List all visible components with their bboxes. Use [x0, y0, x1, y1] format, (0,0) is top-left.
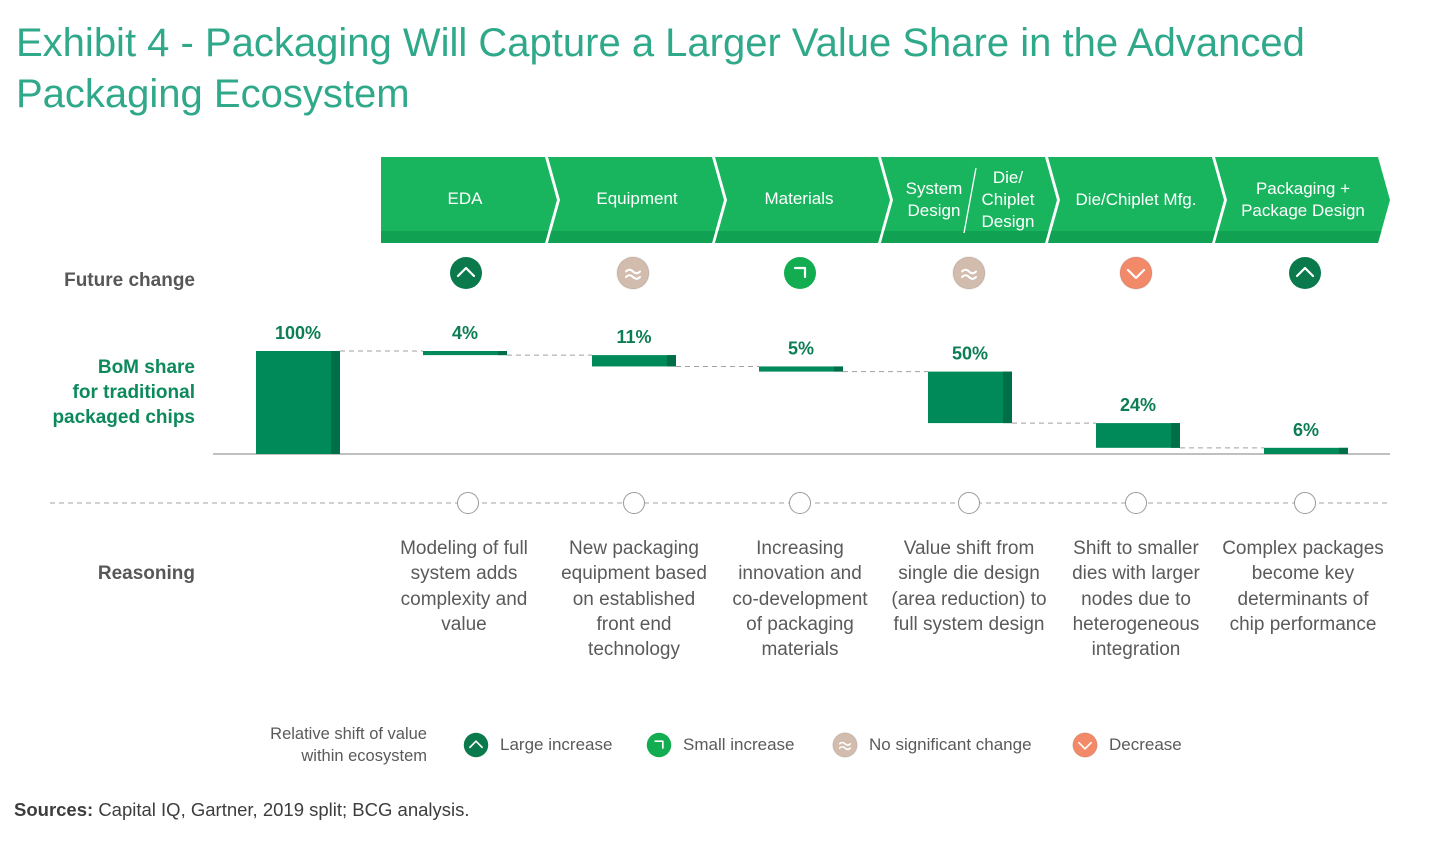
reason-marker-eda	[457, 492, 479, 514]
stage-chevron-base-design	[881, 231, 1049, 243]
legend-decrease-label: Decrease	[1109, 735, 1182, 754]
value-label-materials: 5%	[788, 338, 814, 358]
change-indicator-equipment	[616, 256, 650, 290]
bar-shade-total	[331, 351, 340, 454]
legend-large-increase-label: Large increase	[500, 735, 613, 754]
stage-chevron-base-materials	[715, 231, 882, 243]
reason-materials: Increasing innovation and co-development…	[732, 538, 868, 661]
reason-marker-materials	[789, 492, 811, 514]
stage-chevron-design	[881, 157, 1057, 243]
stage-label-equipment: Equipment	[596, 189, 678, 208]
stage-chevron-mfg	[1048, 157, 1224, 243]
change-indicator-design	[952, 256, 986, 290]
stage-chevron-eda	[381, 157, 557, 243]
bar-equipment	[592, 355, 676, 367]
bar-shade-materials	[834, 366, 843, 372]
bar-shade-eda	[498, 351, 507, 356]
legend-no-change-label: No significant change	[869, 735, 1032, 754]
bom-share-label-line-2: for traditional	[72, 382, 195, 403]
value-label-packaging: 6%	[1293, 420, 1319, 440]
stage-label-die-chiplet-mfg: Die/Chiplet Mfg.	[1075, 190, 1197, 209]
reason-eda: Modeling of full system adds complexity …	[400, 538, 528, 635]
bar-design	[928, 371, 1012, 424]
stage-chevron-base-eda	[381, 231, 549, 243]
value-label-equipment: 11%	[616, 327, 651, 347]
bar-shade-equipment	[667, 355, 676, 367]
reason-equipment: New packaging equipment based on establi…	[561, 538, 707, 661]
legend-large-increase: Large increase	[463, 732, 612, 758]
bar-shade-design	[1003, 371, 1012, 424]
large-increase-icon	[463, 732, 489, 758]
chart-title: Exhibit 4 - Packaging Will Capture a Lar…	[16, 21, 1305, 116]
bar-mfg	[1096, 423, 1180, 448]
stage-label-packaging: Packaging + Package Design	[1241, 179, 1365, 220]
reason-packaging: Complex packages become key determinants…	[1222, 538, 1384, 635]
bom-share-label-line-3: packaged chips	[52, 407, 195, 428]
value-label-eda: 4%	[452, 323, 478, 343]
reasoning-label: Reasoning	[97, 563, 195, 584]
stage-chevron-materials	[715, 157, 890, 243]
bar-packaging	[1264, 447, 1348, 454]
reason-marker-packaging	[1294, 492, 1316, 514]
change-indicator-mfg	[1119, 256, 1153, 290]
stage-label-materials: Materials	[764, 189, 834, 208]
bar-shade-packaging	[1339, 447, 1348, 454]
bar-eda	[423, 351, 507, 356]
reason-marker-mfg	[1125, 492, 1147, 514]
reason-design: Value shift from single die design (area…	[891, 538, 1047, 635]
future-change-label: Future change	[64, 270, 195, 291]
design-split-divider	[963, 167, 977, 234]
bar-total	[256, 351, 340, 454]
stage-chevron-packaging	[1215, 157, 1390, 243]
sources-note: Sources: Capital IQ, Gartner, 2019 split…	[14, 799, 470, 821]
value-label-mfg: 24%	[1120, 395, 1156, 415]
stage-chevron-base-equipment	[548, 231, 716, 243]
value-label-total: 100%	[275, 323, 321, 343]
reason-marker-equipment	[623, 492, 645, 514]
reason-mfg: Shift to smaller dies with larger nodes …	[1072, 538, 1200, 661]
legend-small-increase-label: Small increase	[683, 735, 795, 754]
stage-chevron-base-packaging	[1215, 231, 1382, 243]
stage-chevron-base-mfg	[1048, 231, 1216, 243]
reason-marker-design	[958, 492, 980, 514]
bar-materials	[759, 366, 843, 372]
value-label-design: 50%	[952, 344, 988, 364]
change-indicator-eda	[449, 256, 483, 290]
stage-label-chiplet-design: Die/ Chiplet Design	[981, 168, 1035, 231]
bom-share-label: BoM share for traditional packaged chips	[52, 355, 195, 430]
small-increase-icon	[646, 732, 672, 758]
stage-chevron-equipment	[548, 157, 724, 243]
decrease-icon	[1072, 732, 1098, 758]
no-change-icon	[832, 732, 858, 758]
legend-no-change: No significant change	[832, 732, 1032, 758]
bom-share-label-line-1: BoM share	[97, 357, 195, 378]
stage-label-system-design: System Design	[905, 179, 963, 220]
legend-small-increase: Small increase	[646, 732, 795, 758]
bar-shade-mfg	[1171, 423, 1180, 448]
legend-decrease: Decrease	[1072, 732, 1182, 758]
change-indicator-packaging	[1288, 256, 1322, 290]
legend-title: Relative shift of value within ecosystem	[270, 725, 427, 765]
sources-text: Capital IQ, Gartner, 2019 split; BCG ana…	[98, 799, 470, 820]
stage-label-eda: EDA	[447, 189, 483, 208]
change-indicator-materials	[783, 256, 817, 290]
sources-label: Sources:	[14, 799, 94, 820]
